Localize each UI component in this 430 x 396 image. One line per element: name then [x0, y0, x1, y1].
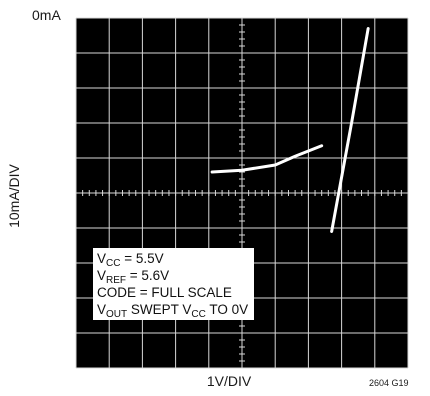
legend-line-vref: VREF = 5.6V — [97, 267, 248, 286]
legend-line-vcc: VCC = 5.5V — [97, 250, 248, 269]
legend-subscript: REF — [106, 275, 127, 286]
legend-subscript: OUT — [106, 309, 128, 320]
trace-segment-1 — [210, 144, 324, 174]
x-axis-label: 1V/DIV — [206, 373, 252, 389]
traces — [210, 27, 370, 233]
legend-text: CODE = FULL SCALE — [97, 285, 232, 300]
legend-line-code: CODE = FULL SCALE — [97, 284, 248, 301]
legend-text: V — [97, 302, 107, 317]
legend-subscript: CC — [191, 309, 206, 320]
trace-segment-2 — [330, 27, 370, 233]
legend-text: TO 0V — [205, 302, 249, 317]
legend-text: = 5.6V — [126, 268, 170, 283]
legend-line-vout: VOUT SWEPT VCC TO 0V — [97, 301, 249, 320]
legend-text: V — [97, 268, 107, 283]
grid — [75, 17, 409, 369]
legend-text: SWEPT V — [127, 302, 192, 317]
top-left-label: 0mA — [32, 7, 61, 23]
legend-subscript: CC — [106, 258, 121, 269]
legend-text: V — [97, 251, 107, 266]
legend-text: = 5.5V — [120, 251, 164, 266]
y-axis-label: 10mA/DIV — [6, 164, 22, 228]
figure-id: 2604 G19 — [369, 378, 409, 388]
legend: VCC = 5.5V VREF = 5.6V CODE = FULL SCALE… — [93, 248, 255, 320]
